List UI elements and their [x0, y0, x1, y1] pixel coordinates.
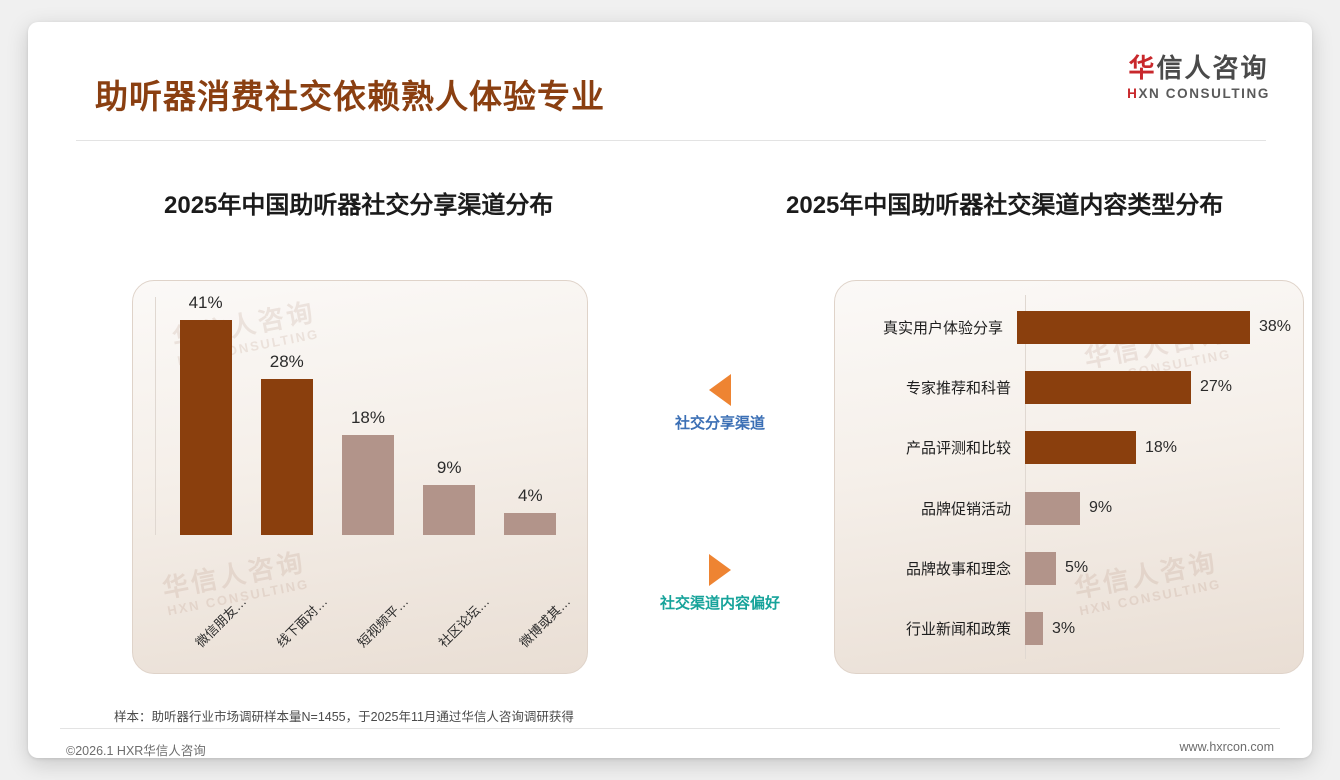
- annotation-label: 社交分享渠道: [674, 415, 765, 432]
- bar-value-label: 4%: [518, 486, 543, 505]
- bar-rect[interactable]: [1016, 310, 1250, 344]
- bar-value-label: 38%: [1258, 318, 1291, 336]
- bar-value-label: 41%: [188, 293, 223, 312]
- bar-track: 9%: [1025, 491, 1291, 525]
- brand-logo-cn-first: 华: [1128, 53, 1157, 83]
- bar-value-label: 3%: [1052, 619, 1076, 637]
- bar-row[interactable]: 真实用户体验分享 38%: [835, 304, 1291, 350]
- bar-row[interactable]: 专家推荐和科普 27%: [835, 364, 1291, 410]
- x-axis-tick-label: 线下面对…: [273, 593, 331, 651]
- footer-divider: [60, 728, 1280, 729]
- bar-rect[interactable]: [341, 435, 394, 535]
- y-axis-tick-label: 品牌故事和理念: [905, 560, 1011, 578]
- bar-column[interactable]: 41% 微信朋友…: [169, 293, 249, 673]
- bar-row[interactable]: 品牌促销活动 9%: [835, 485, 1291, 531]
- x-axis-tick-label: 短视频平…: [354, 593, 412, 651]
- bar-rect[interactable]: [1025, 370, 1191, 404]
- bar-column[interactable]: 4% 微博或其…: [493, 293, 574, 673]
- brand-logo: 华信人咨询 HXN CONSULTING: [1127, 55, 1270, 101]
- bar-column[interactable]: 9% 社区论坛…: [412, 293, 492, 673]
- bar-value-label: 9%: [1089, 499, 1113, 517]
- y-axis-tick-label: 产品评测和比较: [905, 440, 1011, 458]
- brand-logo-en-first: H: [1127, 86, 1139, 101]
- bar-track: 5%: [1025, 551, 1291, 585]
- sample-footnote: 样本：助听器行业市场调研样本量N=1455，于2025年11月通过华信人咨询调研…: [114, 710, 574, 724]
- brand-logo-cn-rest: 信人咨询: [1156, 53, 1269, 83]
- page-title: 助听器消费社交依赖熟人体验专业: [95, 78, 605, 115]
- triangle-right-icon: [709, 554, 731, 586]
- bar-value-label: 18%: [1145, 438, 1178, 456]
- bar-group: 41% 微信朋友… 28% 线下面对… 18% 短视频平… 9% 社区论坛… 4% 微博或其…: [165, 293, 574, 673]
- x-axis-tick-label: 微博或其…: [517, 593, 574, 651]
- footer-website: www.hxrcon.com: [1179, 740, 1274, 754]
- bar-track: 18%: [1025, 431, 1291, 465]
- bar-column[interactable]: 18% 短视频平…: [331, 293, 411, 673]
- footer-copyright: ©2026.1 HXR华信人咨询: [66, 744, 206, 758]
- bar-rect[interactable]: [1025, 551, 1056, 585]
- chart-title-left: 2025年中国助听器社交分享渠道分布: [164, 192, 554, 219]
- annotation-label: 社交渠道内容偏好: [659, 595, 780, 612]
- bar-rect[interactable]: [504, 513, 557, 535]
- y-axis-tick-label: 品牌促销活动: [920, 500, 1011, 518]
- bar-track: 3%: [1025, 612, 1291, 646]
- brand-logo-cn: 华信人咨询: [1127, 55, 1270, 81]
- triangle-left-icon: [709, 374, 731, 406]
- y-axis-line: [155, 297, 156, 535]
- bar-value-label: 9%: [436, 458, 462, 477]
- chart-card-left: 华信人咨询 HXN CONSULTING 华信人咨询 HXN CONSULTIN…: [132, 280, 588, 674]
- bar-track: 38%: [1016, 310, 1291, 344]
- y-axis-line: [1025, 295, 1026, 659]
- bar-value-label: 5%: [1065, 559, 1089, 577]
- bar-rect[interactable]: [179, 320, 232, 535]
- brand-logo-en-rest: XN CONSULTING: [1138, 86, 1270, 101]
- y-axis-tick-label: 专家推荐和科普: [905, 379, 1011, 397]
- brand-logo-en: HXN CONSULTING: [1127, 87, 1270, 101]
- bar-row[interactable]: 行业新闻和政策 3%: [835, 606, 1291, 652]
- annotation-social-content-preference: 社交渠道内容偏好: [605, 554, 835, 613]
- bar-value-label: 18%: [350, 408, 385, 427]
- y-axis-tick-label: 真实用户体验分享: [882, 319, 1003, 337]
- title-divider: [76, 140, 1266, 141]
- bar-column[interactable]: 28% 线下面对…: [250, 293, 330, 673]
- bar-value-label: 28%: [269, 352, 304, 371]
- x-axis-tick-label: 社区论坛…: [435, 593, 493, 651]
- bar-rect[interactable]: [1025, 491, 1080, 525]
- vertical-bar-plot: 41% 微信朋友… 28% 线下面对… 18% 短视频平… 9% 社区论坛… 4% 微博或其…: [151, 293, 577, 673]
- bar-row[interactable]: 品牌故事和理念 5%: [835, 545, 1291, 591]
- annotation-social-share-channel: 社交分享渠道: [605, 374, 835, 433]
- bar-value-label: 27%: [1200, 378, 1233, 396]
- chart-card-right: 华信人咨询 HXN CONSULTING 华信人咨询 HXN CONSULTIN…: [834, 280, 1304, 674]
- slide-header: 助听器消费社交依赖熟人体验专业 华信人咨询 HXN CONSULTING: [28, 22, 1312, 118]
- bar-track: 27%: [1025, 370, 1291, 404]
- x-axis-tick-label: 微信朋友…: [192, 593, 249, 651]
- chart-title-right: 2025年中国助听器社交渠道内容类型分布: [786, 192, 1224, 219]
- bar-rect[interactable]: [1025, 431, 1136, 465]
- bar-rect[interactable]: [423, 485, 476, 535]
- bar-rect[interactable]: [1025, 612, 1043, 646]
- y-axis-tick-label: 行业新闻和政策: [905, 621, 1011, 639]
- slide-canvas: 助听器消费社交依赖熟人体验专业 华信人咨询 HXN CONSULTING 202…: [28, 22, 1312, 758]
- horizontal-bar-plot: 真实用户体验分享 38% 专家推荐和科普 27% 产品评测和比较 18% 品牌促销活动 9% 品…: [835, 297, 1291, 659]
- bar-row[interactable]: 产品评测和比较 18%: [835, 425, 1291, 471]
- bar-rect[interactable]: [260, 379, 313, 535]
